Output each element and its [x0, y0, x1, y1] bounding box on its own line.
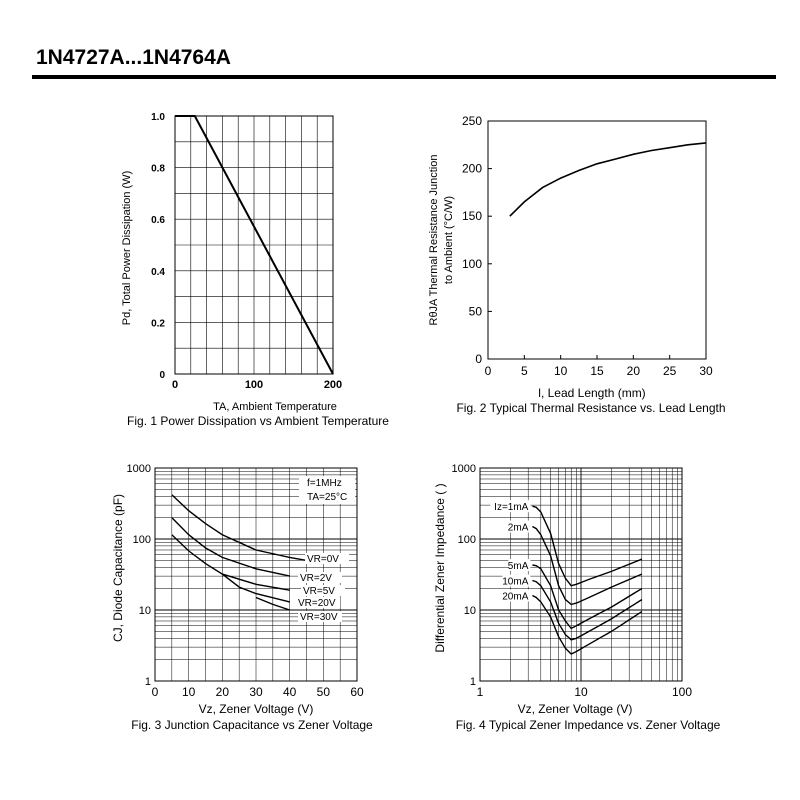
fig2-xlabel: l, Lead Length (mm) [538, 386, 645, 400]
fig2-xtick-label: 0 [485, 364, 492, 378]
fig3-series-line [171, 534, 290, 591]
fig3-series-label-bg [305, 553, 349, 564]
fig3-series-line [221, 573, 290, 603]
fig4-series-label-bg [490, 500, 531, 513]
fig1-ytick-label: 0.8 [151, 164, 165, 175]
fig3-annotation-bg [299, 476, 355, 504]
fig1-ytick-label: 0.4 [151, 267, 165, 278]
fig2-ytick-label: 250 [462, 114, 482, 128]
fig3-xlabel: Vz, Zener Voltage (V) [199, 702, 314, 716]
fig1-ytick-label: 0 [159, 370, 165, 381]
fig4-series-label: 5mA [508, 561, 529, 572]
fig3-series-line [255, 596, 290, 611]
fig1-caption: Fig. 1 Power Dissipation vs Ambient Temp… [127, 414, 389, 428]
fig2-xtick-label: 15 [590, 364, 604, 378]
header-rule [32, 75, 776, 79]
fig1-frame [174, 115, 334, 375]
fig4-ytick-label: 1 [470, 676, 476, 688]
fig4-series-line [532, 594, 643, 655]
fig4-series-line [532, 564, 643, 630]
fig4-xtick-label: 1 [477, 685, 484, 699]
fig4-ylabel: Differential Zener Impedance ( ) [433, 483, 447, 652]
fig3-xtick-label: 0 [152, 685, 159, 699]
fig4-series-label: Iz=1mA [494, 502, 529, 513]
fig2-series-line [509, 142, 707, 217]
fig3-series-line [171, 517, 290, 577]
fig4-ytick-label: 10 [464, 605, 476, 617]
fig1-xtick-label: 200 [324, 379, 342, 391]
fig2-xtick-label: 5 [521, 364, 528, 378]
fig4-chart: 1 10 100 1000 1 10 100 Iz=1mA 2mA 5mA 10mA 20mA Vz, … [433, 463, 721, 732]
fig1-chart: 0 0.2 0.4 0.6 0.8 1.0 0 100 200 TA, Ambient Tempe… [121, 112, 389, 428]
fig3-caption: Fig. 3 Junction Capacitance vs Zener Vol… [131, 718, 373, 732]
fig2-xtick-label: 20 [627, 364, 641, 378]
fig3-ytick-label: 1 [145, 676, 151, 688]
fig4-series-label-bg [508, 559, 531, 572]
fig3-xtick-label: 20 [216, 685, 230, 699]
fig2-caption: Fig. 2 Typical Thermal Resistance vs. Le… [456, 401, 725, 415]
fig1-ylabel: Pd, Total Power Dissipation (W) [121, 171, 133, 325]
fig3-series-label: VR=30V [300, 612, 338, 623]
fig4-series-label: 20mA [502, 592, 528, 603]
fig4-series-label-bg [502, 574, 531, 587]
fig3-xtick-label: 10 [182, 685, 196, 699]
fig3-series-label: VR=5V [303, 586, 335, 597]
fig3-frame [154, 467, 358, 682]
fig4-xlabel: Vz, Zener Voltage (V) [518, 702, 633, 716]
fig1-ytick-label: 0.2 [151, 318, 165, 329]
fig1-ytick-label: 0.6 [151, 215, 165, 226]
fig4-xtick-label: 10 [574, 685, 588, 699]
fig3-xtick-label: 50 [317, 685, 331, 699]
fig2-xtick-label: 10 [554, 364, 568, 378]
fig2-xtick-label: 25 [663, 364, 677, 378]
fig2-ylabel-line1: RθJA Thermal Resistance Junction [428, 155, 440, 326]
fig4-series-label: 2mA [508, 522, 529, 533]
fig2-ytick-label: 0 [475, 352, 482, 366]
fig4-frame [479, 467, 683, 682]
fig1-xtick-label: 0 [172, 379, 178, 391]
fig4-series-label-bg [508, 520, 531, 533]
fig4-ytick-label: 100 [458, 534, 476, 546]
fig3-series-label-bg [298, 611, 342, 622]
fig4-ytick-label: 1000 [452, 463, 476, 475]
fig1-xtick-label: 100 [245, 379, 263, 391]
fig1-series-line [175, 115, 334, 375]
fig3-ytick-label: 100 [133, 534, 151, 546]
fig4-series-label: 10mA [502, 577, 528, 588]
fig3-ytick-label: 10 [139, 605, 151, 617]
fig2-xtick-label: 30 [699, 364, 713, 378]
fig3-chart: 1 10 100 1000 0 10 20 30 40 50 60 f=1MHz TA=25°C VR=0… [111, 463, 373, 732]
fig3-series-label-bg [296, 597, 340, 608]
fig3-ylabel: CJ, Diode Capacitance (pF) [111, 494, 125, 642]
fig3-series-label: VR=0V [307, 554, 339, 565]
fig4-series-line [532, 579, 643, 641]
fig2-ylabel-line2: to Ambient (°C/W) [443, 196, 455, 284]
fig2-frame [487, 120, 707, 360]
fig3-xtick-label: 30 [249, 685, 263, 699]
fig2-chart: 0 50 100 150 200 250 0 5 10 15 20 25 30 l, Lead Lengt… [428, 114, 726, 415]
fig2-ytick-label: 150 [462, 209, 482, 223]
fig3-ytick-label: 1000 [127, 463, 151, 475]
fig4-xtick-label: 100 [672, 685, 692, 699]
fig3-series-label: VR=2V [300, 573, 332, 584]
fig3-series-label: VR=20V [298, 598, 336, 609]
fig4-series-label-bg [502, 589, 531, 602]
fig3-series-label-bg [298, 572, 342, 583]
fig2-ytick-label: 200 [462, 162, 482, 176]
fig4-series-line [532, 505, 643, 587]
fig3-annotation-temp: TA=25°C [307, 492, 347, 503]
fig3-series-label-bg [301, 585, 345, 596]
fig1-ytick-label: 1.0 [151, 112, 165, 123]
fig3-annotation-freq: f=1MHz [307, 478, 342, 489]
fig3-xtick-label: 60 [350, 685, 364, 699]
fig3-xtick-label: 40 [283, 685, 297, 699]
fig4-caption: Fig. 4 Typical Zener Impedance vs. Zener… [456, 718, 721, 732]
fig4-series-line [532, 525, 643, 606]
fig1-xlabel: TA, Ambient Temperature [213, 401, 337, 413]
fig3-series-line [171, 494, 307, 562]
fig2-ytick-label: 100 [462, 257, 482, 271]
fig2-ytick-label: 50 [469, 304, 483, 318]
page-title: 1N4727A...1N4764A [36, 46, 231, 69]
